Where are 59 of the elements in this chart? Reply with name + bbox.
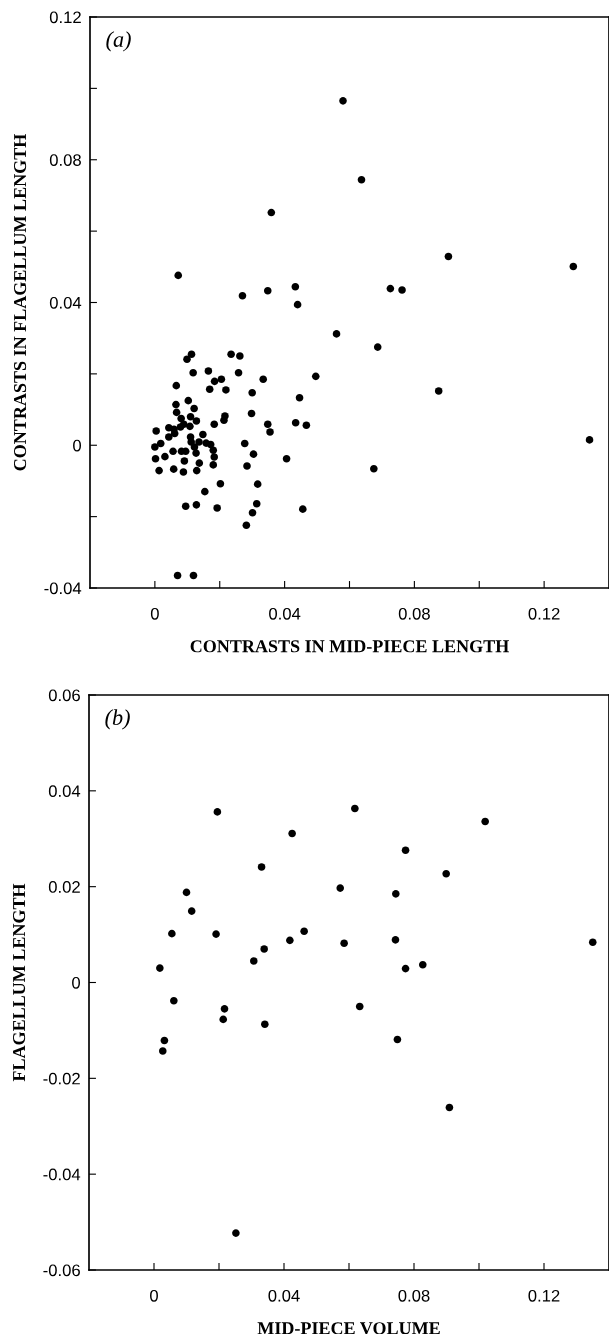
point: [168, 929, 176, 938]
x-axis-title: MID-PIECE VOLUME: [257, 1322, 440, 1334]
point: [257, 863, 266, 871]
y-tick-label: 0.04: [49, 296, 82, 309]
annotation: (a): [106, 31, 131, 52]
point: [445, 1103, 454, 1112]
x-tick-label: 0.04: [269, 607, 301, 620]
x-axis-title: CONTRASTS IN MID-PIECE LENGTH: [190, 640, 509, 653]
x-tick-label: 0: [150, 1289, 158, 1302]
point: [442, 869, 450, 878]
y-axis-title: FLAGELLUM LENGTH: [12, 883, 26, 1082]
point: [212, 930, 220, 938]
point: [401, 846, 410, 855]
point: [160, 1036, 169, 1045]
point: [391, 936, 400, 944]
point: [213, 808, 222, 816]
y-tick-label: -0.02: [43, 1072, 80, 1085]
point: [220, 1005, 229, 1013]
y-tick-label: 0: [73, 439, 82, 452]
point: [187, 907, 196, 915]
y-tick-label: 0.04: [48, 785, 81, 798]
point: [249, 957, 258, 965]
point: [481, 817, 489, 826]
y-tick-label: 0: [72, 976, 81, 989]
y-tick-label: 0.08: [49, 154, 81, 166]
point: [401, 964, 410, 973]
point: [418, 960, 427, 969]
point: [156, 964, 164, 972]
point: [393, 1035, 402, 1044]
point: [288, 829, 296, 838]
x-tick-label: 0.12: [528, 607, 560, 620]
point: [340, 939, 348, 948]
point: [336, 884, 345, 892]
point: [286, 936, 294, 945]
point: [261, 1020, 269, 1028]
point: [392, 890, 400, 898]
point: [170, 996, 178, 1005]
y-tick-label: -0.04: [44, 582, 82, 595]
y-tick-label: 0.06: [48, 689, 80, 702]
x-tick-label: 0.08: [398, 1289, 430, 1302]
point: [588, 938, 597, 947]
point: [219, 1015, 228, 1024]
y-tick-label: -0.04: [43, 1168, 81, 1181]
y-axis-title: CONTRASTS IN FLAGELLUM LENGTH: [13, 134, 27, 471]
annotation: (b): [105, 709, 130, 730]
x-tick-label: 0.04: [268, 1289, 300, 1302]
point: [355, 1002, 364, 1011]
point: [300, 927, 308, 936]
point: [158, 1047, 167, 1055]
x-tick-label: 0.08: [398, 607, 430, 620]
x-tick-label: 0: [150, 607, 159, 620]
point: [182, 888, 191, 897]
point: [232, 1229, 240, 1237]
x-tick-label: 0.12: [528, 1289, 560, 1302]
y-tick-label: 0.12: [49, 11, 81, 24]
y-tick-label: -0.06: [43, 1264, 80, 1277]
point: [351, 804, 359, 813]
point: [260, 945, 268, 953]
y-tick-label: 0.02: [48, 881, 80, 893]
